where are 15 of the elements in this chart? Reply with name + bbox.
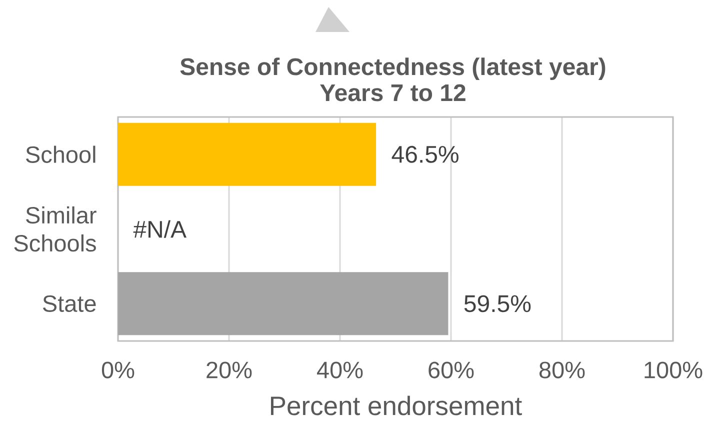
y-tick-label: State [42,295,96,312]
x-tick-label: 60% [428,362,474,378]
x-tick-label: 40% [317,362,363,378]
chart-title: Sense of Connectedness (latest year) [180,58,606,80]
x-axis-title: Percent endorsement [271,396,522,416]
x-tick-label: 0% [102,362,134,378]
x-tick-label: 80% [540,362,585,378]
y-tick-label: School [26,146,96,163]
x-tick-label: 100% [644,362,702,378]
data-label: 59.5% [464,295,531,312]
x-tick-label: 20% [206,362,252,378]
y-tick-label: Similar Schools [14,206,96,252]
chart-subtitle: Years 7 to 12 [320,84,466,102]
data-label: 46.5% [392,146,458,163]
text: #N/A [133,220,187,238]
